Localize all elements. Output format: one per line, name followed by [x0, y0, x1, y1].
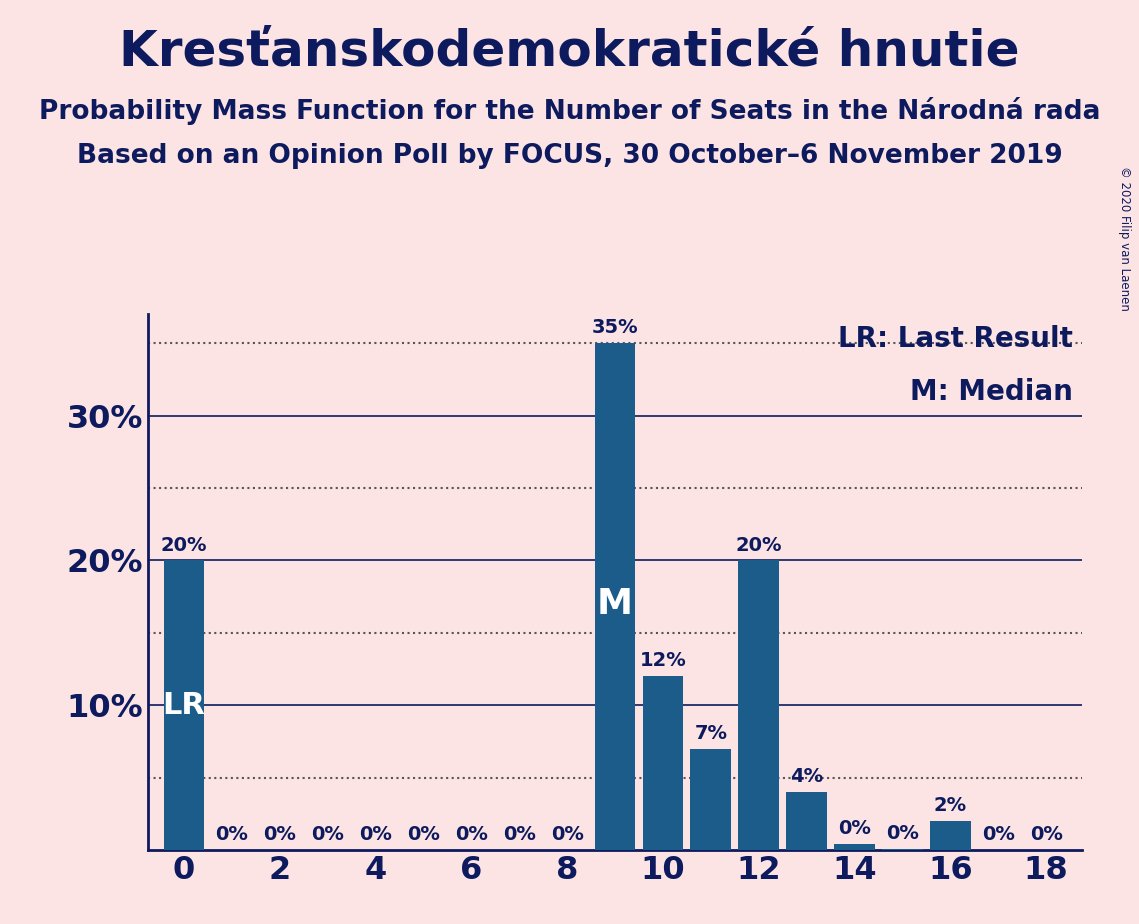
Text: 2%: 2%: [934, 796, 967, 815]
Bar: [882, 848, 923, 850]
Text: 0%: 0%: [359, 825, 392, 845]
Bar: [929, 821, 970, 850]
Text: 0%: 0%: [502, 825, 535, 845]
Text: 0%: 0%: [263, 825, 296, 845]
Bar: [690, 748, 731, 850]
Text: 0%: 0%: [551, 825, 583, 845]
Text: Probability Mass Function for the Number of Seats in the Národná rada: Probability Mass Function for the Number…: [39, 97, 1100, 125]
Text: Based on an Opinion Poll by FOCUS, 30 October–6 November 2019: Based on an Opinion Poll by FOCUS, 30 Oc…: [76, 143, 1063, 169]
Text: 4%: 4%: [790, 767, 823, 786]
Text: 35%: 35%: [592, 319, 638, 337]
Text: 20%: 20%: [161, 536, 207, 554]
Bar: [834, 845, 875, 850]
Text: M: Median: M: Median: [910, 379, 1073, 407]
Text: Kresťanskodemokratické hnutie: Kresťanskodemokratické hnutie: [120, 28, 1019, 76]
Text: 0%: 0%: [838, 820, 871, 838]
Text: © 2020 Filip van Laenen: © 2020 Filip van Laenen: [1118, 166, 1131, 311]
Text: M: M: [597, 587, 633, 621]
Text: 0%: 0%: [1030, 825, 1063, 845]
Bar: [595, 343, 636, 850]
Text: LR: Last Result: LR: Last Result: [838, 325, 1073, 353]
Text: 12%: 12%: [640, 651, 687, 671]
Text: 0%: 0%: [311, 825, 344, 845]
Text: 0%: 0%: [407, 825, 440, 845]
Text: 7%: 7%: [695, 723, 728, 743]
Bar: [164, 560, 204, 850]
Text: 0%: 0%: [454, 825, 487, 845]
Text: 0%: 0%: [886, 824, 919, 843]
Text: 20%: 20%: [736, 536, 782, 554]
Bar: [738, 560, 779, 850]
Bar: [642, 676, 683, 850]
Text: 0%: 0%: [982, 825, 1015, 845]
Bar: [786, 792, 827, 850]
Text: 0%: 0%: [215, 825, 248, 845]
Text: LR: LR: [163, 691, 205, 720]
